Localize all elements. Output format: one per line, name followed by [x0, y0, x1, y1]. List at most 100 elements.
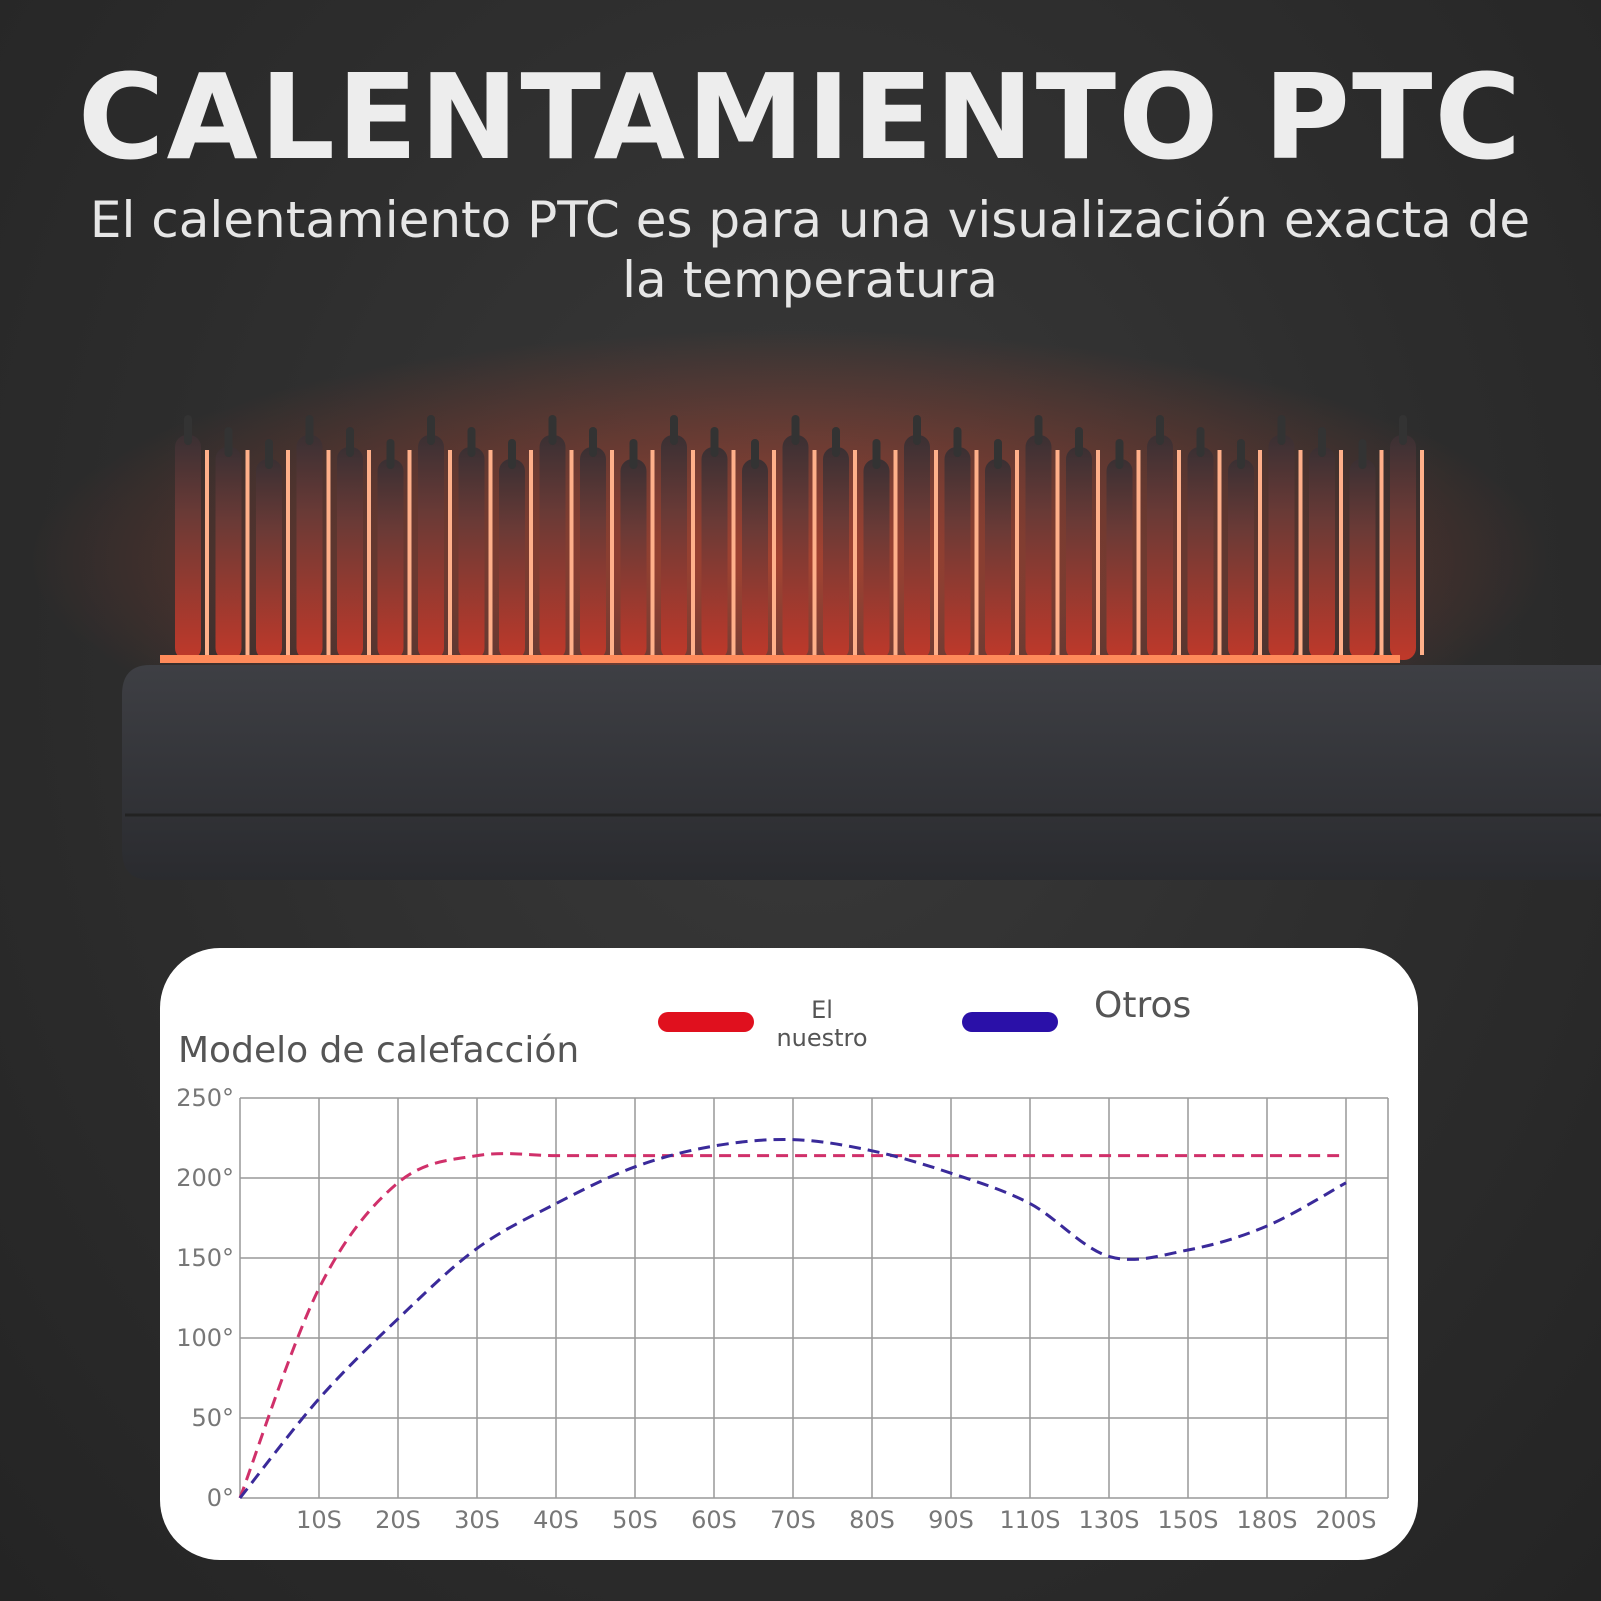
- bristle-glow: [1055, 450, 1060, 655]
- y-tick-label: 0°: [207, 1484, 234, 1512]
- y-tick-label: 100°: [176, 1324, 234, 1352]
- bristle: [215, 447, 242, 660]
- chart-card: [160, 948, 1418, 1560]
- bristle-tip: [305, 415, 314, 445]
- x-tick-label: 110S: [999, 1506, 1060, 1534]
- bristle: [1025, 435, 1052, 660]
- bristle-tip: [1399, 415, 1407, 445]
- x-tick-label: 80S: [849, 1506, 895, 1534]
- bristle-glow: [1258, 450, 1262, 655]
- bristle: [620, 459, 647, 660]
- bristle: [1390, 435, 1416, 660]
- bristle: [1268, 435, 1295, 660]
- bristle: [256, 459, 282, 660]
- bristle-glow: [893, 450, 898, 655]
- bristle-tip: [1237, 439, 1245, 469]
- bristle-tip: [629, 439, 638, 469]
- bristle-tip: [994, 439, 1002, 469]
- bristle-glow: [367, 450, 371, 655]
- x-tick-label: 130S: [1078, 1506, 1139, 1534]
- bristle-glow: [731, 450, 736, 655]
- x-tick-label: 20S: [375, 1506, 421, 1534]
- legend-swatch: [962, 1012, 1058, 1032]
- bristle-glow: [286, 450, 290, 655]
- bristle-glow: [569, 450, 574, 655]
- bristle: [661, 435, 687, 660]
- bristle-tip: [1277, 415, 1286, 445]
- bristle-tip: [1358, 439, 1367, 469]
- bristle-glow: [245, 450, 250, 655]
- bristle-glow: [529, 450, 533, 655]
- bristle-glow: [205, 450, 209, 655]
- series-line: [238, 1137, 1347, 1499]
- bristle-glow: [1096, 450, 1100, 655]
- bristle: [458, 447, 485, 660]
- bristle-tip: [1196, 427, 1205, 457]
- bristle: [742, 459, 768, 660]
- subtitle: El calentamiento PTC es para una visuali…: [89, 191, 1531, 309]
- bristle: [985, 459, 1011, 660]
- heat-line: [160, 655, 1400, 663]
- bristle: [580, 447, 606, 660]
- bristle: [904, 435, 930, 660]
- legend-swatch: [658, 1012, 754, 1032]
- x-tick-label: 200S: [1315, 1506, 1376, 1534]
- plot: 0° 50° 100° 150° 200° 250° 10S 20S 30S 40S 50S 60S 7…: [176, 1084, 1389, 1534]
- bristle: [1349, 459, 1376, 660]
- bristle-tip: [386, 439, 395, 469]
- bristle: [1309, 447, 1335, 660]
- bristle-glow: [1420, 450, 1424, 655]
- bristle: [296, 435, 323, 660]
- y-tick-label: 250°: [176, 1084, 234, 1112]
- bristle-tip: [184, 415, 192, 445]
- bristle-tip: [1156, 415, 1164, 445]
- bristle-glow: [610, 450, 614, 655]
- bristle-tip: [265, 439, 273, 469]
- bristle: [539, 435, 566, 660]
- x-tick-label: 60S: [691, 1506, 737, 1534]
- bristle-glow: [448, 450, 452, 655]
- x-tick-label: 30S: [454, 1506, 500, 1534]
- bristle-tip: [872, 439, 881, 469]
- bristle: [782, 435, 809, 660]
- y-tick-label: 50°: [191, 1404, 234, 1432]
- bristle-glow: [1339, 450, 1343, 655]
- bristle-tip: [1318, 427, 1326, 457]
- bristle-glow: [1177, 450, 1181, 655]
- bristle-tip: [589, 427, 597, 457]
- bristle: [175, 435, 201, 660]
- bristle: [1106, 459, 1133, 660]
- bristle: [944, 447, 971, 660]
- bristle-tip: [670, 415, 678, 445]
- bristle-glow: [691, 450, 695, 655]
- bristle-glow: [853, 450, 857, 655]
- bristle-tip: [710, 427, 719, 457]
- bristle-glow: [812, 450, 817, 655]
- bristle-tip: [832, 427, 840, 457]
- bristle-tip: [1034, 415, 1043, 445]
- x-tick-label: 150S: [1157, 1506, 1218, 1534]
- bristle-glow: [1379, 450, 1384, 655]
- bristle: [337, 447, 363, 660]
- bristle-tip: [1075, 427, 1083, 457]
- bristle-tip: [1115, 439, 1124, 469]
- bristles: [175, 415, 1424, 660]
- bristle-glow: [772, 450, 776, 655]
- bristle-glow: [326, 450, 331, 655]
- bristle: [701, 447, 728, 660]
- bristle: [823, 447, 849, 660]
- y-tick-label: 200°: [176, 1164, 234, 1192]
- bristle-tip: [346, 427, 354, 457]
- x-tick-label: 70S: [770, 1506, 816, 1534]
- bristle-tip: [953, 427, 962, 457]
- bristle-tip: [548, 415, 557, 445]
- y-tick-label: 150°: [176, 1244, 234, 1272]
- bristle-glow: [488, 450, 493, 655]
- legend-label: Otros: [1094, 985, 1192, 1026]
- bristle-tip: [508, 439, 516, 469]
- bristle: [1228, 459, 1254, 660]
- bristle-glow: [650, 450, 655, 655]
- bristle: [1066, 447, 1092, 660]
